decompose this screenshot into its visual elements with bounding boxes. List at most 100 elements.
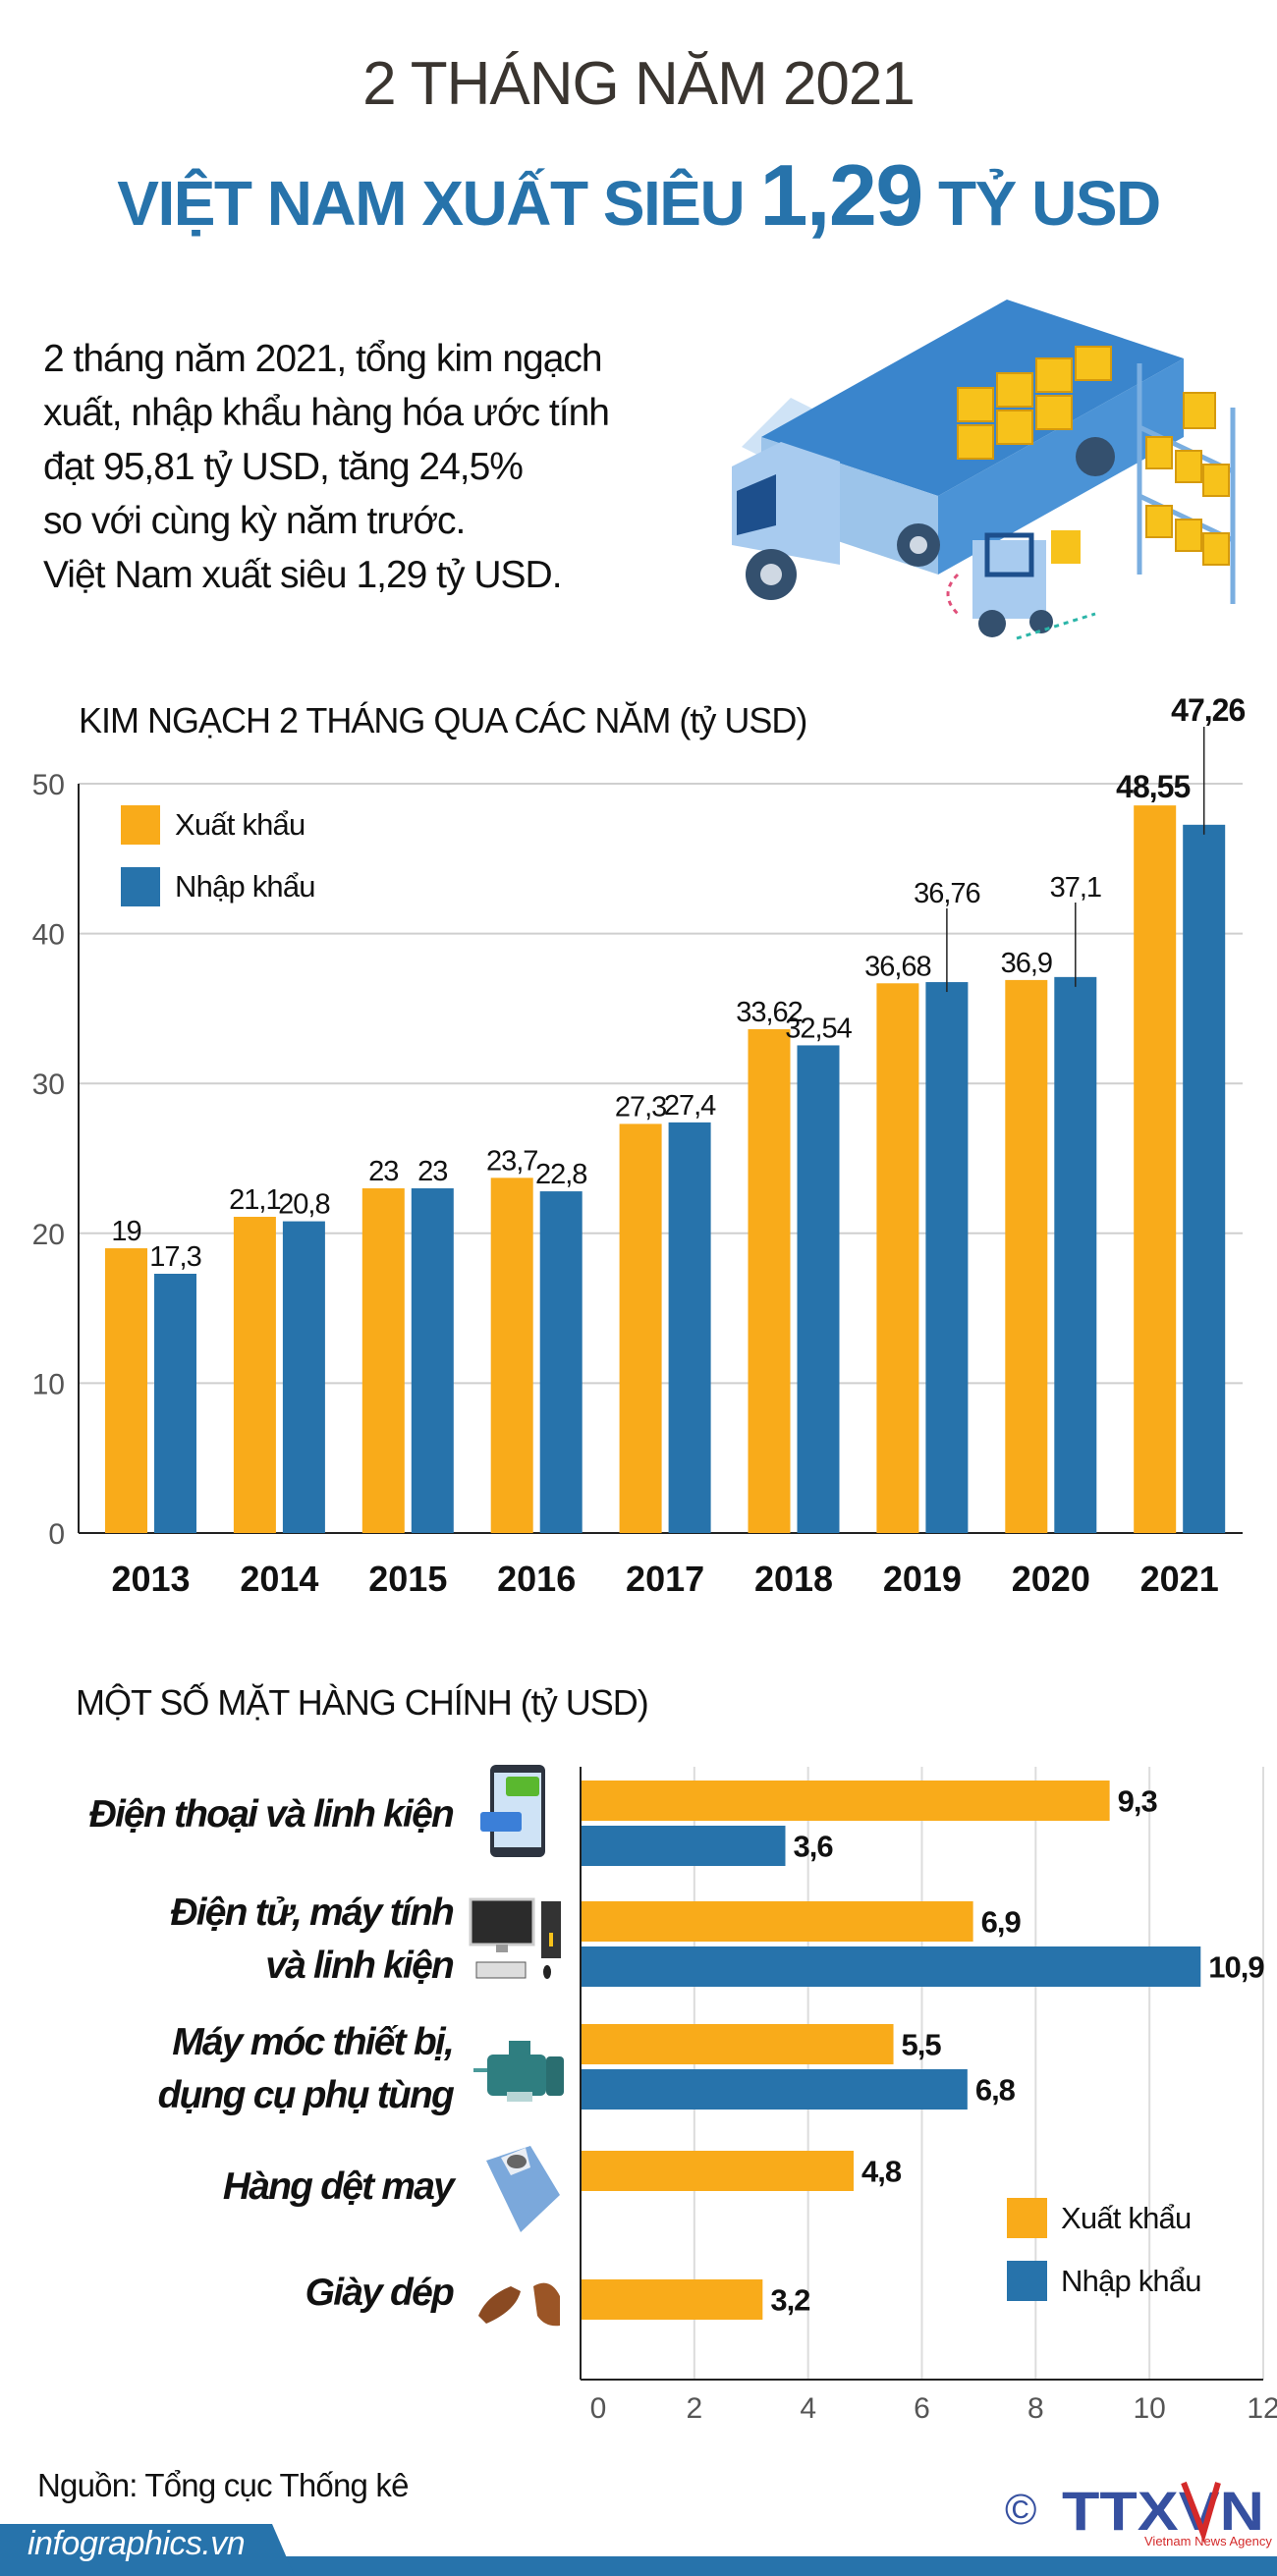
data-label: 20,8 xyxy=(278,1189,329,1221)
y-tick-label: 50 xyxy=(32,769,65,801)
ttxvn-logo: © TTXVN Vietnam News Agency xyxy=(1005,2480,1272,2549)
x-tick-label: 10 xyxy=(1133,2392,1165,2425)
category-label-line: Hàng dệt may xyxy=(222,2165,455,2208)
category-label-line: Giày dép xyxy=(305,2272,455,2314)
chart2-title: MỘT SỐ MẶT HÀNG CHÍNH (tỷ USD) xyxy=(76,1682,649,1723)
data-label: 37,1 xyxy=(1050,872,1101,904)
data-label: 4,8 xyxy=(861,2155,902,2189)
data-label: 36,68 xyxy=(864,951,931,982)
shirt-icon xyxy=(486,2146,560,2232)
y-tick-label: 40 xyxy=(32,919,65,952)
computer-icon xyxy=(469,1897,561,1979)
legend-swatch-export xyxy=(1007,2198,1047,2238)
import-bar xyxy=(582,2069,968,2110)
data-label: 6,8 xyxy=(975,2073,1016,2108)
x-tick-label: 2017 xyxy=(626,1559,704,1599)
export-bar xyxy=(361,1188,405,1533)
export-bar xyxy=(582,2151,854,2191)
x-tick-label: 2018 xyxy=(754,1559,833,1599)
import-bar xyxy=(668,1122,711,1533)
data-label: 3,6 xyxy=(794,1830,834,1864)
export-bar xyxy=(233,1217,276,1533)
y-tick-label: 20 xyxy=(32,1219,65,1251)
copyright-icon: © xyxy=(1005,2486,1036,2534)
export-bar xyxy=(1005,979,1048,1533)
site-link[interactable]: infographics.vn xyxy=(28,2525,246,2562)
x-tick-label: 2013 xyxy=(111,1559,190,1599)
electric-motor-icon xyxy=(473,2041,564,2102)
y-tick-label: 30 xyxy=(32,1069,65,1101)
source-note: Nguồn: Tổng cục Thống kê xyxy=(37,2467,409,2503)
export-bar xyxy=(582,1901,973,1942)
export-bar xyxy=(1134,805,1177,1533)
title-line-2: VIỆT NAM XUẤT SIÊU 1,29 TỶ USD xyxy=(0,145,1277,246)
legend-label: Nhập khẩu xyxy=(175,869,315,904)
intro-line: đạt 95,81 tỷ USD, tăng 24,5% xyxy=(43,446,524,488)
y-tick-label: 0 xyxy=(48,1518,65,1551)
intro-line: xuất, nhập khẩu hàng hóa ước tính xyxy=(43,392,610,434)
truck-illustration-icon xyxy=(732,300,1236,640)
import-bar xyxy=(282,1221,325,1533)
legend-swatch-import xyxy=(121,867,160,906)
y-tick-label: 10 xyxy=(32,1368,65,1400)
intro-line: so với cùng kỳ năm trước. xyxy=(43,500,466,542)
chart1-title: KIM NGẠCH 2 THÁNG QUA CÁC NĂM (tỷ USD) xyxy=(79,700,807,740)
legend-swatch-import xyxy=(1007,2261,1047,2301)
category-label-line: dụng cụ phụ tùng xyxy=(157,2074,455,2116)
category-label-line: Điện thoại và linh kiện xyxy=(88,1793,455,1836)
import-bar xyxy=(539,1191,583,1533)
intro-text: 2 tháng năm 2021, tổng kim ngạch xuất, n… xyxy=(43,332,711,602)
import-bar xyxy=(411,1188,454,1533)
intro-line: 2 tháng năm 2021, tổng kim ngạch xyxy=(43,338,603,380)
x-tick-label: 2015 xyxy=(368,1559,447,1599)
logo-subtext: Vietnam News Agency xyxy=(1144,2534,1272,2549)
import-bar xyxy=(797,1045,840,1533)
data-label: 33,62 xyxy=(736,997,803,1028)
data-label: 36,9 xyxy=(1001,948,1052,979)
data-label: 36,76 xyxy=(914,878,980,909)
data-label: 32,54 xyxy=(785,1013,852,1044)
data-label: 27,4 xyxy=(664,1090,716,1122)
data-label: 23,7 xyxy=(486,1145,537,1177)
category-label-textiles: Hàng dệt may xyxy=(222,2161,455,2214)
data-label: 23 xyxy=(417,1156,447,1187)
title-suffix: TỶ USD xyxy=(921,168,1161,239)
title-prefix: VIỆT NAM XUẤT SIÊU xyxy=(117,168,760,239)
shoes-icon xyxy=(478,2282,560,2327)
legend-label: Xuất khẩu xyxy=(175,807,305,842)
x-tick-label: 2019 xyxy=(883,1559,962,1599)
data-label: 47,26 xyxy=(1171,692,1245,728)
x-tick-label: 8 xyxy=(1027,2392,1044,2425)
data-label: 19 xyxy=(111,1216,140,1247)
footer-tab xyxy=(0,2524,295,2576)
intro-line: Việt Nam xuất siêu 1,29 tỷ USD. xyxy=(43,554,563,596)
legend-label: Nhập khẩu xyxy=(1061,2264,1201,2298)
export-bar xyxy=(105,1248,147,1533)
x-tick-label: 2020 xyxy=(1012,1559,1090,1599)
x-tick-label: 2016 xyxy=(497,1559,576,1599)
export-bar xyxy=(582,1781,1110,1821)
export-bar xyxy=(582,2024,894,2064)
x-tick-label: 6 xyxy=(914,2392,930,2425)
import-bar xyxy=(154,1274,196,1533)
title-line-1: 2 THÁNG NĂM 2021 xyxy=(362,50,916,118)
data-label: 23 xyxy=(368,1156,398,1187)
category-label-line: Điện tử, máy tính xyxy=(170,1891,454,1934)
legend-swatch-export xyxy=(121,805,160,845)
import-bar xyxy=(582,1826,786,1866)
export-bar xyxy=(619,1124,662,1533)
data-label: 5,5 xyxy=(902,2028,942,2062)
data-label: 3,2 xyxy=(770,2283,809,2318)
category-label-machinery: Máy móc thiết bị, dụng cụ phụ tùng xyxy=(157,2016,455,2122)
footer-band xyxy=(0,2556,1277,2576)
logo-text: TTXVN xyxy=(1062,2480,1264,2542)
x-tick-label: 2 xyxy=(686,2392,702,2425)
category-label-footwear: Giày dép xyxy=(305,2267,455,2320)
data-label: 21,1 xyxy=(229,1184,280,1216)
title-number: 1,29 xyxy=(759,146,923,244)
data-label: 17,3 xyxy=(149,1241,200,1273)
data-label: 6,9 xyxy=(981,1905,1022,1940)
smartphone-icon xyxy=(480,1765,545,1857)
data-label: 48,55 xyxy=(1116,769,1190,804)
